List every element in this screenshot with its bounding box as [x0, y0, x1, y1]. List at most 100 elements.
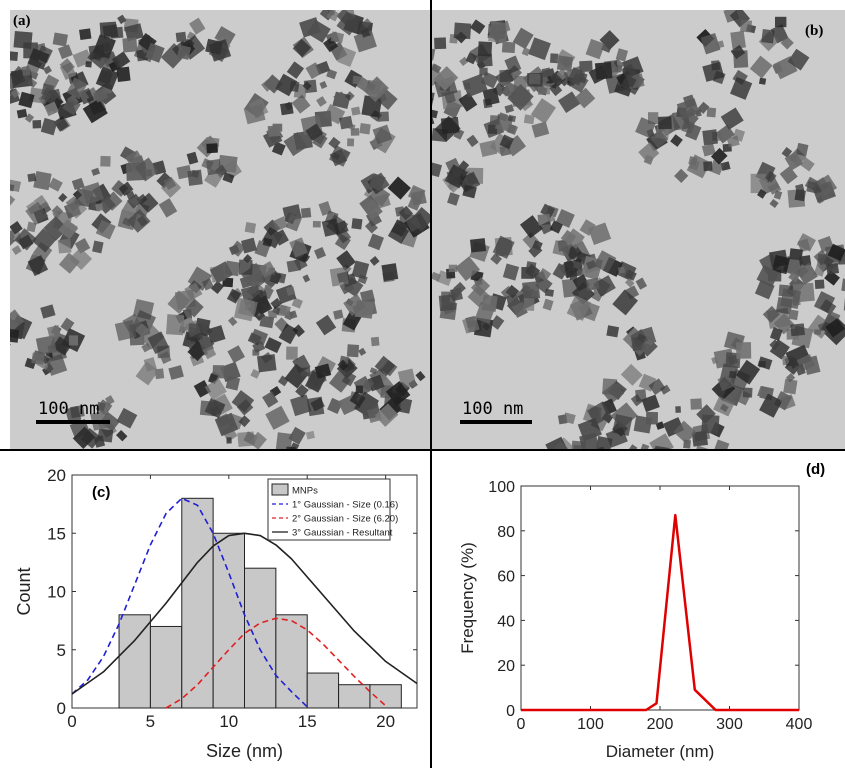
nanoparticle [241, 237, 257, 254]
nanoparticle [193, 380, 211, 398]
nanoparticle [553, 440, 568, 449]
nanoparticle [504, 104, 515, 114]
nanoparticle [352, 75, 362, 85]
nanoparticle [444, 164, 468, 189]
nanoparticle [259, 315, 275, 329]
nanoparticle [27, 255, 49, 277]
nanoparticle [562, 412, 576, 425]
nanoparticle [565, 243, 583, 261]
nanoparticle [286, 61, 305, 79]
nanoparticle [229, 240, 246, 257]
nanoparticle [499, 134, 514, 150]
nanoparticle [398, 205, 414, 221]
nanoparticle [286, 346, 298, 360]
nanoparticle [238, 259, 253, 275]
nanoparticle [657, 116, 672, 130]
nanoparticle [11, 245, 22, 256]
nanoparticle [655, 421, 665, 430]
nanoparticle [480, 71, 499, 89]
nanoparticle [362, 199, 383, 220]
nanoparticle [769, 327, 783, 341]
histogram-bar [181, 497, 214, 709]
x-tick-label: 15 [298, 712, 317, 731]
nanoparticle [52, 336, 72, 356]
nanoparticle [289, 80, 300, 93]
nanoparticle [585, 38, 606, 60]
nanoparticle [31, 352, 45, 365]
nanoparticle [549, 437, 577, 449]
x-tick-label: 5 [146, 712, 155, 731]
nanoparticle [717, 374, 735, 392]
histogram-bar [212, 532, 246, 709]
tem-image-b: (b) 100 nm [432, 10, 845, 449]
nanoparticle [40, 304, 56, 319]
nanoparticle [102, 24, 119, 39]
nanoparticle [100, 155, 111, 167]
nanoparticle [95, 219, 116, 240]
nanoparticle [185, 298, 204, 318]
nanoparticle [238, 415, 251, 428]
nanoparticle [585, 260, 597, 270]
x-tick-label: 300 [716, 716, 743, 733]
nanoparticle [289, 237, 308, 258]
nanoparticle [286, 259, 302, 273]
nanoparticle [237, 431, 255, 447]
nanoparticle [205, 38, 223, 55]
nanoparticle [759, 393, 783, 418]
nanoparticle [612, 289, 638, 316]
nanoparticle [264, 284, 272, 292]
nanoparticle [726, 135, 740, 148]
nanoparticle [617, 266, 626, 274]
nanoparticle [250, 368, 261, 379]
y-tick-label: 80 [497, 524, 515, 541]
nanoparticle [305, 62, 323, 80]
nanoparticle [360, 289, 376, 305]
legend-entry: 3° Gaussian - Resultant [292, 528, 393, 539]
histogram-bar [118, 614, 151, 709]
nanoparticle [316, 96, 327, 107]
nanoparticle [227, 345, 246, 364]
nanoparticle [68, 335, 78, 346]
nanoparticle [469, 19, 486, 35]
nanoparticle [796, 262, 818, 285]
nanoparticle [271, 141, 286, 156]
legend-swatch [271, 483, 289, 496]
nanoparticle [292, 324, 305, 338]
nanoparticle [552, 262, 569, 280]
nanoparticle [69, 247, 93, 271]
nanoparticle [628, 444, 638, 449]
nanoparticle [567, 67, 586, 86]
nanoparticle [161, 177, 182, 198]
y-tick-label: 5 [57, 641, 66, 660]
nanoparticle [351, 260, 370, 280]
nanoparticle [593, 250, 617, 274]
nanoparticle [458, 92, 478, 112]
nanoparticle [444, 91, 456, 104]
nanoparticle [305, 430, 315, 440]
nanoparticle [624, 269, 637, 281]
y-axis-label: Frequency (%) [458, 542, 477, 653]
nanoparticle [606, 325, 620, 338]
nanoparticle [333, 309, 344, 320]
nanoparticle [541, 67, 552, 78]
nanoparticle [93, 435, 106, 448]
nanoparticle [640, 342, 654, 355]
nanoparticle [489, 115, 500, 125]
nanoparticle [349, 391, 366, 408]
nanoparticle [156, 172, 173, 189]
nanoparticle [710, 147, 728, 165]
nanoparticle [351, 106, 361, 116]
nanoparticle [455, 256, 481, 282]
nanoparticle [358, 347, 367, 356]
nanoparticle [348, 123, 356, 130]
panel-label-a: (a) [13, 13, 31, 29]
histogram-bar [149, 625, 183, 709]
tem-micrograph-b [432, 10, 845, 449]
nanoparticle [285, 213, 302, 232]
nanoparticle [285, 286, 296, 296]
nanoparticle [579, 60, 593, 73]
nanoparticle [462, 73, 488, 98]
nanoparticle [158, 198, 178, 218]
nanoparticle [57, 238, 72, 254]
nanoparticle [523, 298, 535, 311]
